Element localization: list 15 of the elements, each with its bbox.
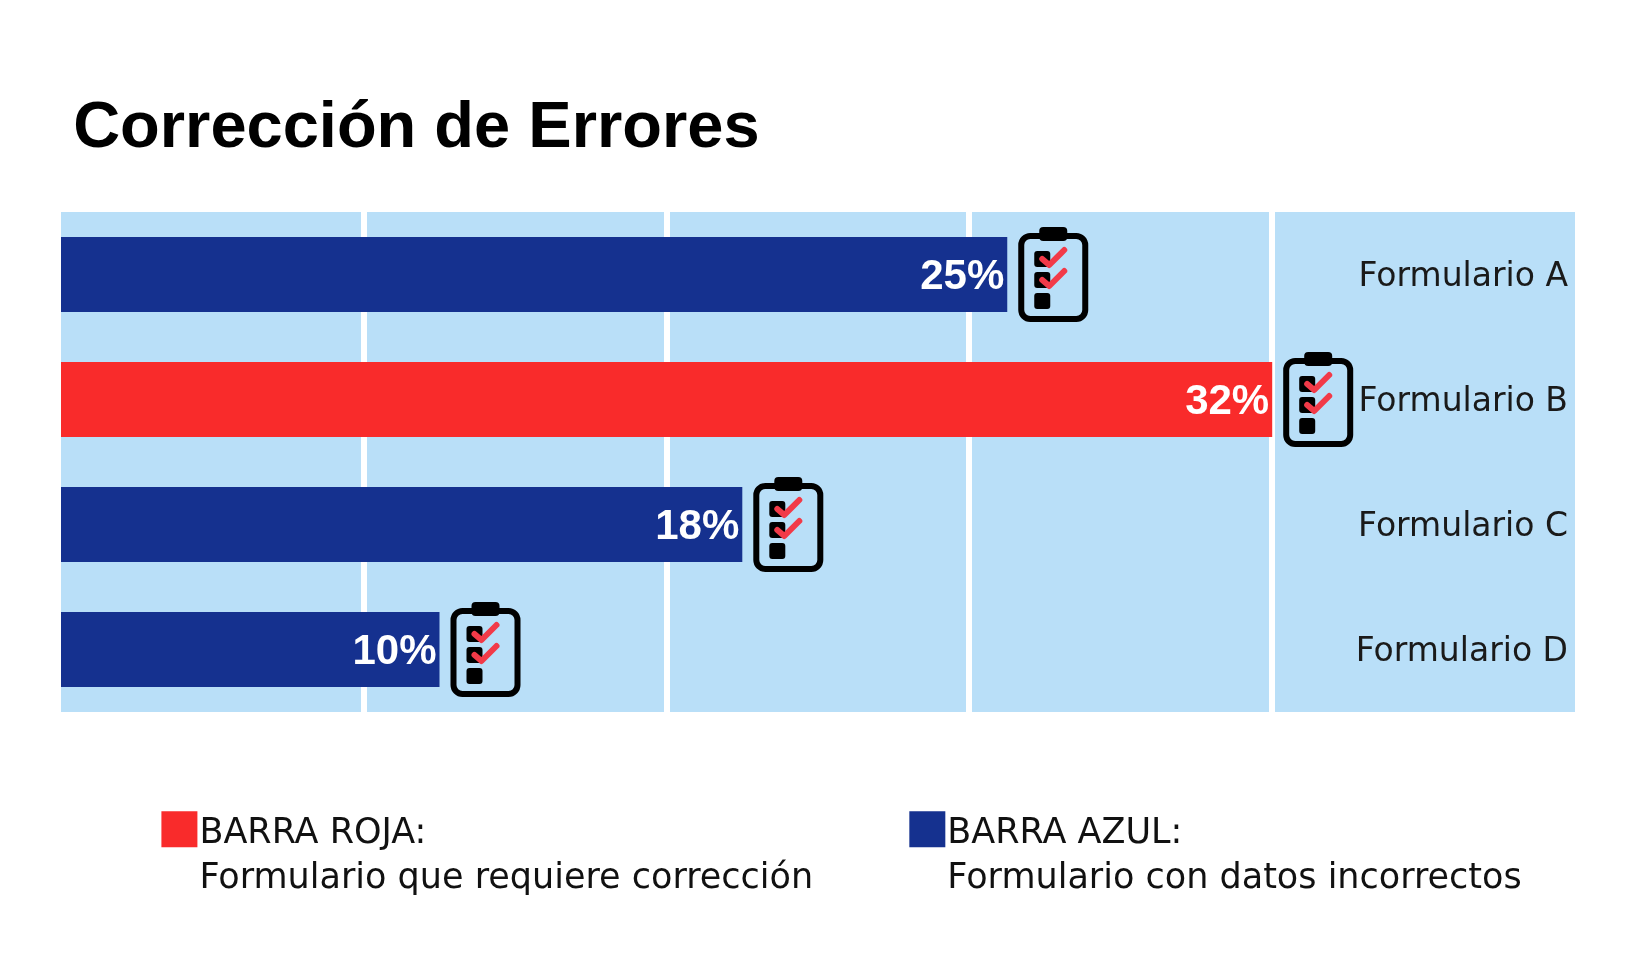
- y-tick-label: Formulario C: [1358, 505, 1568, 545]
- bar: [61, 362, 1273, 437]
- data-label: 18%: [655, 501, 740, 548]
- bar: [61, 487, 743, 562]
- data-label: 10%: [352, 626, 437, 673]
- bar: [61, 237, 1008, 312]
- data-label: 25%: [920, 251, 1005, 298]
- data-label: 32%: [1185, 376, 1270, 423]
- y-tick-label: Formulario B: [1358, 380, 1568, 420]
- legend-label: BARRA AZUL: Formulario con datos incorrectos: [947, 810, 1522, 897]
- y-tick-label: Formulario D: [1355, 630, 1568, 670]
- legend-label: BARRA ROJA: Formulario que requiere corrección: [199, 810, 814, 897]
- bar: [61, 612, 440, 687]
- chart-title: Corrección de Errores: [73, 88, 760, 162]
- y-tick-label: Formulario A: [1358, 255, 1569, 295]
